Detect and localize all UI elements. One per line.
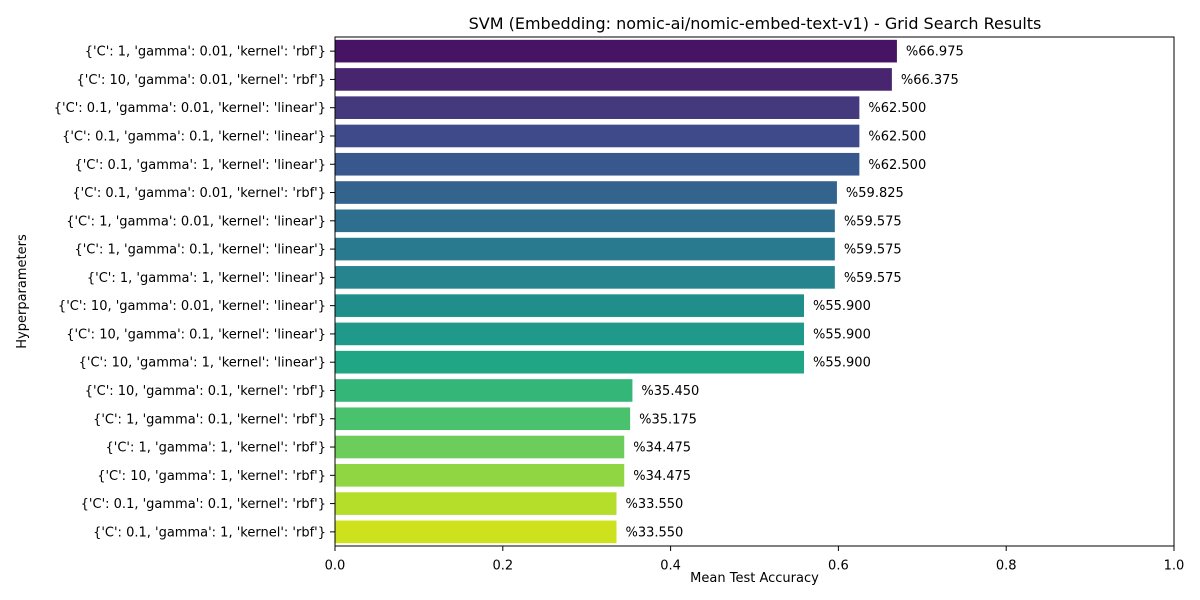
data-label: %59.575 <box>844 271 902 286</box>
bar <box>335 181 837 204</box>
data-label: %55.900 <box>813 327 871 342</box>
bar <box>335 463 625 487</box>
data-label: %35.450 <box>641 384 699 399</box>
bar <box>335 152 860 176</box>
y-tick-label: {'C': 10, 'gamma': 1, 'kernel': 'linear'… <box>79 356 326 371</box>
y-tick-label: {'C': 10, 'gamma': 0.1, 'kernel': 'linea… <box>66 327 326 342</box>
x-tick-label: 1.0 <box>1164 559 1185 574</box>
bar <box>335 68 892 91</box>
data-label: %34.475 <box>633 441 691 456</box>
bar <box>335 124 860 148</box>
data-label: %62.500 <box>868 158 926 173</box>
y-tick-label: {'C': 0.1, 'gamma': 1, 'kernel': 'linear… <box>74 158 326 173</box>
data-label: %59.575 <box>844 214 902 229</box>
bar <box>335 492 617 515</box>
chart-title: SVM (Embedding: nomic-ai/nomic-embed-tex… <box>469 14 1042 33</box>
bar <box>335 294 805 317</box>
data-label: %35.175 <box>639 412 697 427</box>
x-tick-label: 0.0 <box>325 559 346 574</box>
bar <box>335 407 631 431</box>
bar <box>335 96 860 120</box>
bar <box>335 237 835 261</box>
y-tick-label: {'C': 0.1, 'gamma': 0.1, 'kernel': 'rbf'… <box>81 497 326 512</box>
bar <box>335 379 633 402</box>
y-tick-label: {'C': 0.1, 'gamma': 0.01, 'kernel': 'rbf… <box>72 186 326 201</box>
data-label: %66.975 <box>906 45 964 60</box>
y-tick-label: {'C': 0.1, 'gamma': 0.1, 'kernel': 'line… <box>62 130 326 145</box>
y-tick-label: {'C': 10, 'gamma': 1, 'kernel': 'rbf'} <box>97 469 326 484</box>
y-tick-label: {'C': 10, 'gamma': 0.01, 'kernel': 'line… <box>58 299 326 314</box>
y-tick-label: {'C': 1, 'gamma': 1, 'kernel': 'linear'} <box>87 271 326 286</box>
plot-frame <box>334 36 1175 547</box>
y-tick-label: {'C': 10, 'gamma': 0.01, 'kernel': 'rbf'… <box>77 73 326 88</box>
x-axis-label: Mean Test Accuracy <box>690 571 819 586</box>
data-label: %33.550 <box>625 525 683 540</box>
y-tick-label: {'C': 1, 'gamma': 0.01, 'kernel': 'rbf'} <box>85 45 326 60</box>
data-label: %59.575 <box>844 243 902 258</box>
x-tick-labels: 0.0 0.2 0.4 0.6 0.8 1.0 <box>325 546 1185 574</box>
bar <box>335 520 617 544</box>
y-axis-label: Hyperparameters <box>15 234 30 349</box>
y-tick-label: {'C': 0.1, 'gamma': 1, 'kernel': 'rbf'} <box>93 525 326 540</box>
y-tick-label: {'C': 1, 'gamma': 0.1, 'kernel': 'rbf'} <box>93 412 326 427</box>
bar <box>335 266 835 289</box>
data-label: %55.900 <box>813 356 871 371</box>
y-tick-label: {'C': 1, 'gamma': 0.1, 'kernel': 'linear… <box>74 243 326 258</box>
y-tick-label: {'C': 10, 'gamma': 0.1, 'kernel': 'rbf'} <box>85 384 326 399</box>
x-tick-label: 0.4 <box>660 559 681 574</box>
y-tick-labels: {'C': 1, 'gamma': 0.01, 'kernel': 'rbf'}… <box>54 45 335 540</box>
bar <box>335 209 835 233</box>
x-tick-label: 0.8 <box>996 559 1017 574</box>
data-labels: %66.975 %66.375 %62.500 %62.500 %62.500 %59.8… <box>625 45 963 541</box>
bar <box>335 350 805 374</box>
data-label: %66.375 <box>901 73 959 88</box>
bar <box>335 39 897 63</box>
data-label: %55.900 <box>813 299 871 314</box>
bar <box>335 322 805 346</box>
data-label: %34.475 <box>633 469 691 484</box>
y-tick-label: {'C': 0.1, 'gamma': 0.01, 'kernel': 'lin… <box>54 101 326 116</box>
bar <box>335 435 625 459</box>
data-label: %59.825 <box>846 186 904 201</box>
data-label: %62.500 <box>868 101 926 116</box>
x-tick-label: 0.6 <box>828 559 849 574</box>
bars-group <box>335 39 897 544</box>
y-tick-label: {'C': 1, 'gamma': 1, 'kernel': 'rbf'} <box>105 441 326 456</box>
data-label: %62.500 <box>868 130 926 145</box>
data-label: %33.550 <box>625 497 683 512</box>
y-tick-label: {'C': 1, 'gamma': 0.01, 'kernel': 'linea… <box>66 214 326 229</box>
x-tick-label: 0.2 <box>492 559 513 574</box>
